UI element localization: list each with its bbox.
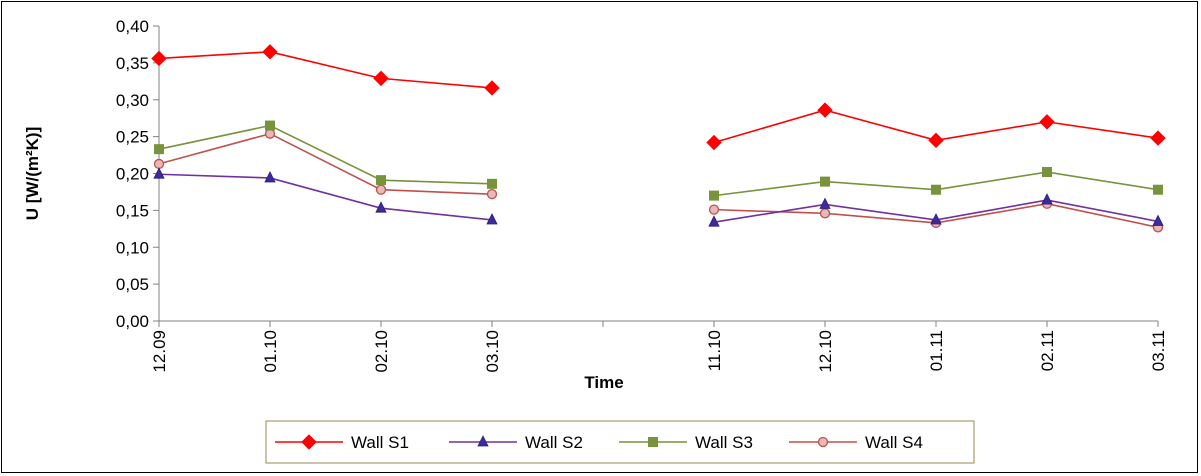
data-point — [373, 70, 389, 87]
data-point — [154, 144, 164, 155]
data-point — [151, 50, 167, 67]
y-tick-label: 0,05 — [116, 275, 149, 294]
legend-marker — [648, 437, 658, 447]
data-point — [153, 167, 165, 179]
data-point — [1042, 167, 1052, 178]
data-point — [1039, 114, 1055, 130]
data-point — [265, 120, 275, 131]
data-point — [487, 178, 497, 189]
series-line — [158, 51, 493, 89]
data-point — [375, 201, 387, 213]
series-line — [158, 124, 493, 185]
series-line — [158, 132, 493, 195]
series-wall-s1 — [151, 44, 1166, 151]
x-axis-ticks: 12.09 01.10 02.10 03.10 11.10 12.10 01.11 02.11… — [150, 321, 1168, 373]
data-point — [262, 44, 278, 60]
data-point — [930, 213, 942, 225]
x-tick-label: 03.11 — [1149, 330, 1168, 371]
data-point — [486, 188, 498, 200]
data-point — [264, 171, 276, 183]
y-axis-title: U [W/(m²K)] — [23, 127, 42, 220]
data-point — [819, 208, 831, 219]
data-point — [1150, 130, 1166, 146]
y-tick-label: 0,00 — [116, 312, 149, 331]
legend-item: Wall S1 — [275, 433, 409, 452]
y-tick-label: 0,25 — [116, 128, 149, 147]
x-tick-label: 12.09 — [150, 330, 169, 373]
y-tick-label: 0,15 — [116, 201, 149, 220]
data-point — [1041, 193, 1053, 205]
legend-marker — [817, 436, 829, 448]
y-tick-label: 0,40 — [116, 17, 149, 36]
legend-label: Wall S1 — [351, 433, 409, 452]
y-tick-label: 0,30 — [116, 91, 149, 110]
x-axis-title: Time — [584, 373, 623, 392]
data-point — [820, 176, 830, 187]
series-layer — [151, 44, 1166, 233]
x-tick-label: 11.10 — [705, 330, 724, 371]
x-tick-label: 02.10 — [372, 330, 391, 373]
legend-label: Wall S2 — [525, 433, 583, 452]
data-point — [928, 132, 944, 149]
data-point — [375, 184, 387, 195]
data-point — [708, 204, 720, 215]
data-point — [376, 175, 386, 186]
x-tick-label: 12.10 — [816, 330, 835, 373]
data-point — [486, 213, 498, 225]
data-point — [708, 215, 720, 227]
data-point — [484, 80, 500, 96]
series-line — [158, 173, 493, 221]
legend-marker — [477, 435, 489, 447]
data-point — [931, 184, 941, 195]
y-tick-label: 0,35 — [116, 54, 149, 73]
x-tick-label: 01.11 — [927, 330, 946, 371]
x-tick-label: 03.10 — [483, 330, 502, 373]
series-wall-s2 — [153, 167, 1164, 227]
data-point — [709, 190, 719, 201]
y-tick-label: 0,10 — [116, 238, 149, 257]
legend-item: Wall S4 — [789, 433, 923, 452]
legend-marker — [301, 434, 317, 450]
data-point — [706, 134, 722, 151]
legend-label: Wall S4 — [865, 433, 923, 452]
data-point — [1153, 184, 1163, 195]
data-point — [819, 197, 831, 209]
x-tick-label: 01.10 — [261, 330, 280, 373]
data-point — [1152, 214, 1164, 226]
legend-item: Wall S2 — [449, 433, 583, 452]
series-wall-s3 — [154, 120, 1163, 201]
y-axis-ticks: 0,00 0,05 0,10 0,15 0,20 0,25 0,30 0,35 0,40 — [116, 17, 159, 331]
legend-label: Wall S3 — [695, 433, 753, 452]
x-tick-label: 02.11 — [1038, 330, 1057, 371]
data-point — [817, 102, 833, 118]
series-wall-s4 — [153, 128, 1164, 233]
y-tick-label: 0,20 — [116, 165, 149, 184]
data-point — [153, 158, 165, 170]
legend: Wall S1 Wall S2 Wall S3 Wall S4 — [265, 420, 975, 464]
legend-item: Wall S3 — [619, 433, 753, 452]
